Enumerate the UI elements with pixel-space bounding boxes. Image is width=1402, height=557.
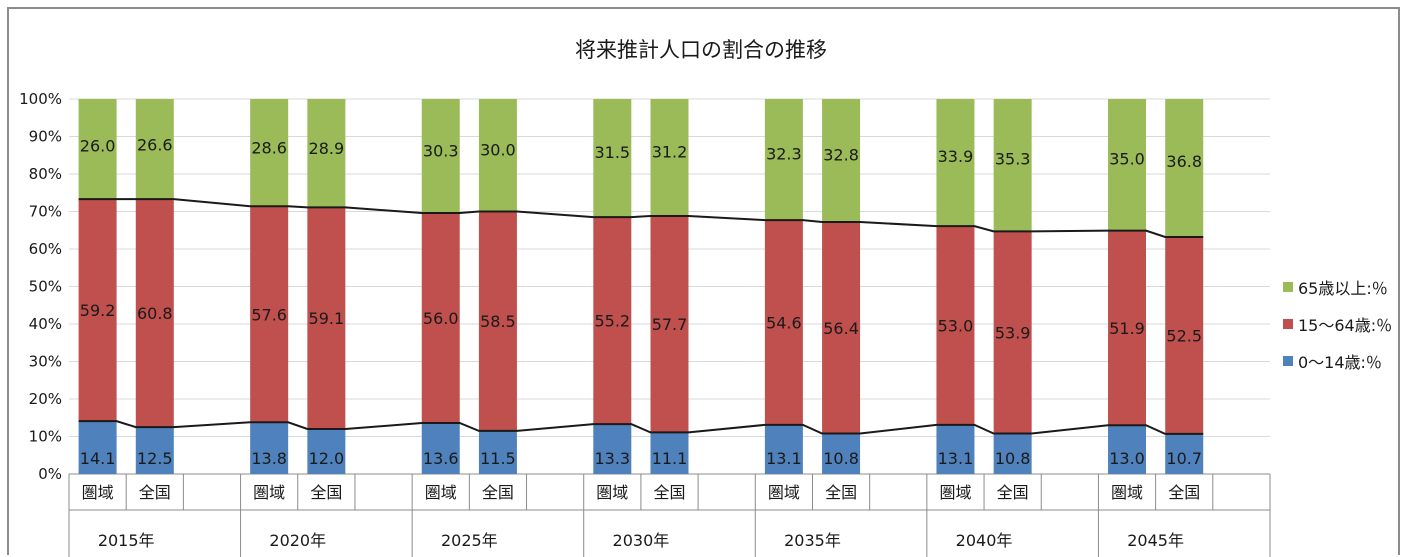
x-subcategory-label: 圏域	[768, 483, 800, 502]
x-subcategory-label: 全国	[825, 483, 857, 502]
data-label: 13.8	[251, 449, 287, 468]
data-label: 58.5	[480, 312, 516, 331]
x-subcategory-label: 圏域	[425, 483, 457, 502]
data-label: 32.3	[766, 145, 802, 164]
legend-label-15-64: 15～64歳:％	[1298, 312, 1392, 336]
y-tick-label: 10%	[29, 428, 62, 446]
legend-label-0-14: 0～14歳:％	[1298, 349, 1382, 373]
x-group-label: 2035年	[784, 531, 841, 550]
data-label: 11.5	[480, 449, 516, 468]
data-label: 51.9	[1109, 319, 1145, 338]
x-subcategory-label: 全国	[139, 483, 171, 502]
data-label: 52.5	[1166, 326, 1202, 345]
x-subcategory-label: 全国	[653, 483, 685, 502]
data-label: 60.8	[137, 304, 173, 323]
y-tick-label: 30%	[29, 353, 62, 371]
data-label: 53.9	[995, 323, 1031, 342]
data-label: 28.6	[251, 138, 287, 157]
x-group-label: 2030年	[613, 531, 670, 550]
x-subcategory-label: 圏域	[82, 483, 114, 502]
x-group-label: 2040年	[956, 531, 1013, 550]
data-label: 10.7	[1166, 449, 1202, 468]
x-group-label: 2015年	[98, 531, 155, 550]
data-label: 57.7	[652, 315, 688, 334]
y-tick-label: 70%	[29, 203, 62, 221]
data-label: 33.9	[938, 147, 974, 166]
data-label: 12.0	[309, 449, 345, 468]
y-tick-label: 100%	[19, 90, 62, 108]
series-line-15-64-top	[79, 199, 1204, 237]
x-subcategory-label: 圏域	[596, 483, 628, 502]
data-label: 30.3	[423, 142, 459, 161]
data-label: 56.4	[823, 319, 859, 338]
data-label: 13.6	[423, 449, 459, 468]
chart-legend: 65歳以上:％ 15～64歳:％ 0～14歳:％	[1283, 268, 1392, 379]
legend-item-0-14: 0～14歳:％	[1283, 342, 1392, 379]
legend-item-65-over: 65歳以上:％	[1283, 268, 1392, 305]
y-tick-label: 80%	[29, 165, 62, 183]
data-label: 35.3	[995, 150, 1031, 169]
data-label: 36.8	[1166, 152, 1202, 171]
legend-item-15-64: 15～64歳:％	[1283, 305, 1392, 342]
x-subcategory-label: 全国	[310, 483, 342, 502]
x-subcategory-label: 全国	[1168, 483, 1200, 502]
data-label: 30.0	[480, 141, 516, 160]
data-label: 10.8	[995, 449, 1031, 468]
data-label: 13.0	[1109, 449, 1145, 468]
data-label: 59.1	[309, 309, 345, 328]
data-label: 56.0	[423, 309, 459, 328]
data-label: 28.9	[309, 139, 345, 158]
data-label: 13.1	[938, 449, 974, 468]
y-tick-label: 90%	[29, 128, 62, 146]
x-group-label: 2045年	[1127, 531, 1184, 550]
legend-swatch-65-over	[1283, 282, 1293, 292]
y-tick-label: 0%	[38, 465, 62, 483]
data-label: 26.0	[80, 137, 116, 156]
legend-swatch-0-14	[1283, 356, 1293, 366]
data-label: 57.6	[251, 305, 287, 324]
data-label: 53.0	[938, 317, 974, 336]
data-label: 31.5	[594, 143, 630, 162]
data-label: 59.2	[80, 301, 116, 320]
data-label: 31.2	[652, 143, 688, 162]
data-label: 54.6	[766, 314, 802, 333]
data-label: 55.2	[594, 312, 630, 331]
y-tick-label: 60%	[29, 240, 62, 258]
y-tick-label: 50%	[29, 278, 62, 296]
data-label: 32.8	[823, 145, 859, 164]
x-subcategory-label: 圏域	[253, 483, 285, 502]
x-group-label: 2025年	[441, 531, 498, 550]
data-label: 26.6	[137, 135, 173, 154]
data-label: 35.0	[1109, 149, 1145, 168]
data-label: 13.1	[766, 449, 802, 468]
data-label: 14.1	[80, 449, 116, 468]
x-subcategory-label: 圏域	[1111, 483, 1143, 502]
legend-swatch-15-64	[1283, 319, 1293, 329]
data-label: 11.1	[652, 449, 688, 468]
series-line-0-14-top	[79, 421, 1204, 434]
x-subcategory-label: 全国	[482, 483, 514, 502]
y-tick-label: 20%	[29, 390, 62, 408]
x-subcategory-label: 全国	[997, 483, 1029, 502]
data-label: 13.3	[594, 449, 630, 468]
data-label: 12.5	[137, 449, 173, 468]
x-subcategory-label: 圏域	[939, 483, 971, 502]
x-group-label: 2020年	[269, 531, 326, 550]
data-label: 10.8	[823, 449, 859, 468]
y-tick-label: 40%	[29, 315, 62, 333]
legend-label-65-over: 65歳以上:％	[1298, 275, 1388, 299]
